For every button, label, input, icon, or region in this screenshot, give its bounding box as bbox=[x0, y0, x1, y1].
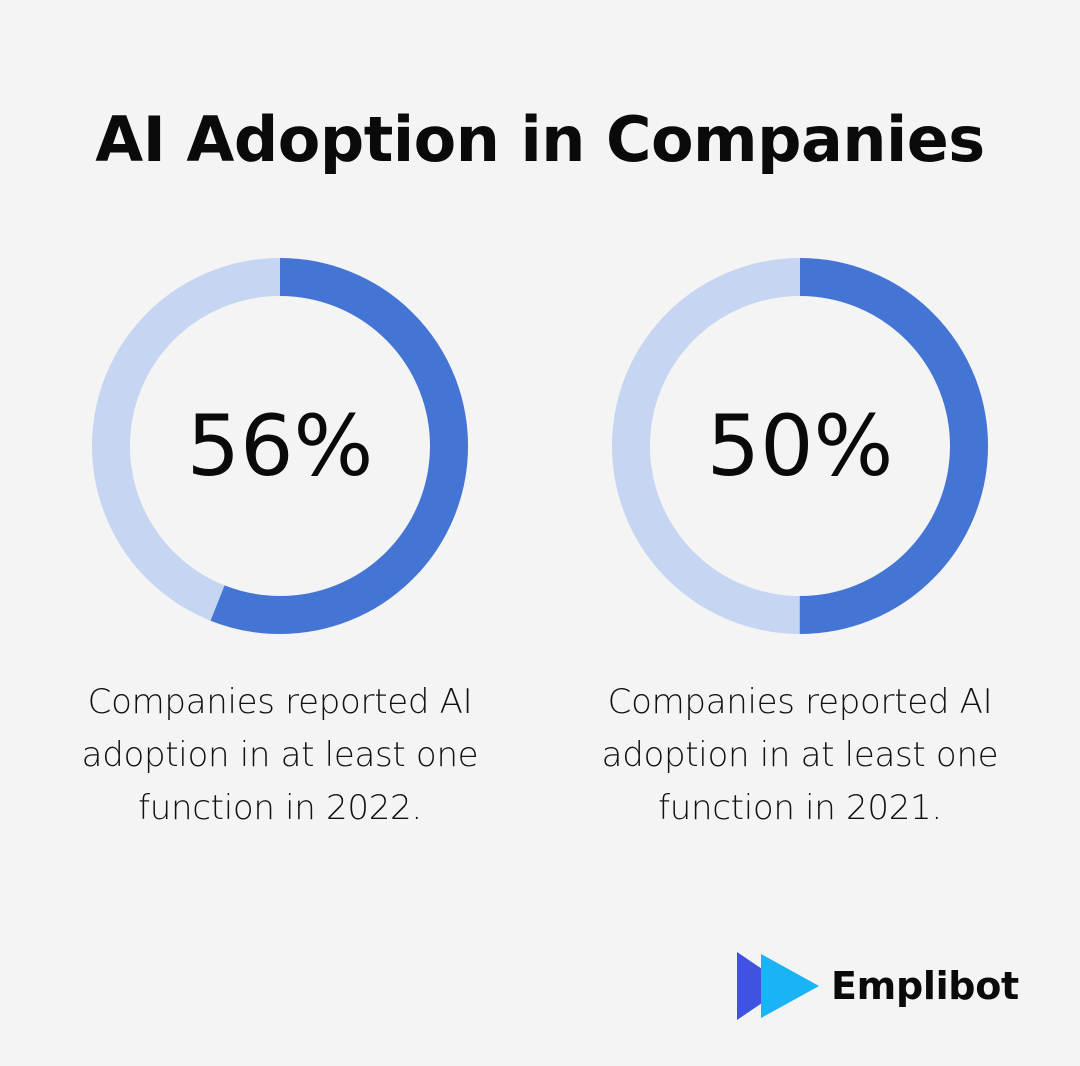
page-title: AI Adoption in Companies bbox=[95, 103, 985, 176]
donut-value-label: 50% bbox=[707, 397, 894, 495]
stat-caption: Companies reported AI adoption in at lea… bbox=[601, 682, 999, 828]
brand-name: Emplibot bbox=[831, 964, 1019, 1008]
stat-card-2021: 50% Companies reported AI adoption in at… bbox=[580, 240, 1020, 835]
brand-logo: Emplibot bbox=[735, 950, 1019, 1022]
donut-value-label: 56% bbox=[187, 397, 374, 495]
donut-value-arc bbox=[612, 258, 988, 634]
donut-value-arc bbox=[92, 258, 468, 634]
stat-card-2022: 56% Companies reported AI adoption in at… bbox=[60, 240, 500, 835]
stat-caption: Companies reported AI adoption in at lea… bbox=[81, 682, 479, 828]
donut-chart-2021: 50% bbox=[612, 258, 988, 634]
donut-chart-2022: 56% bbox=[92, 258, 468, 634]
logo-front-arrow bbox=[761, 954, 819, 1018]
double-play-arrow-icon bbox=[737, 952, 819, 1020]
